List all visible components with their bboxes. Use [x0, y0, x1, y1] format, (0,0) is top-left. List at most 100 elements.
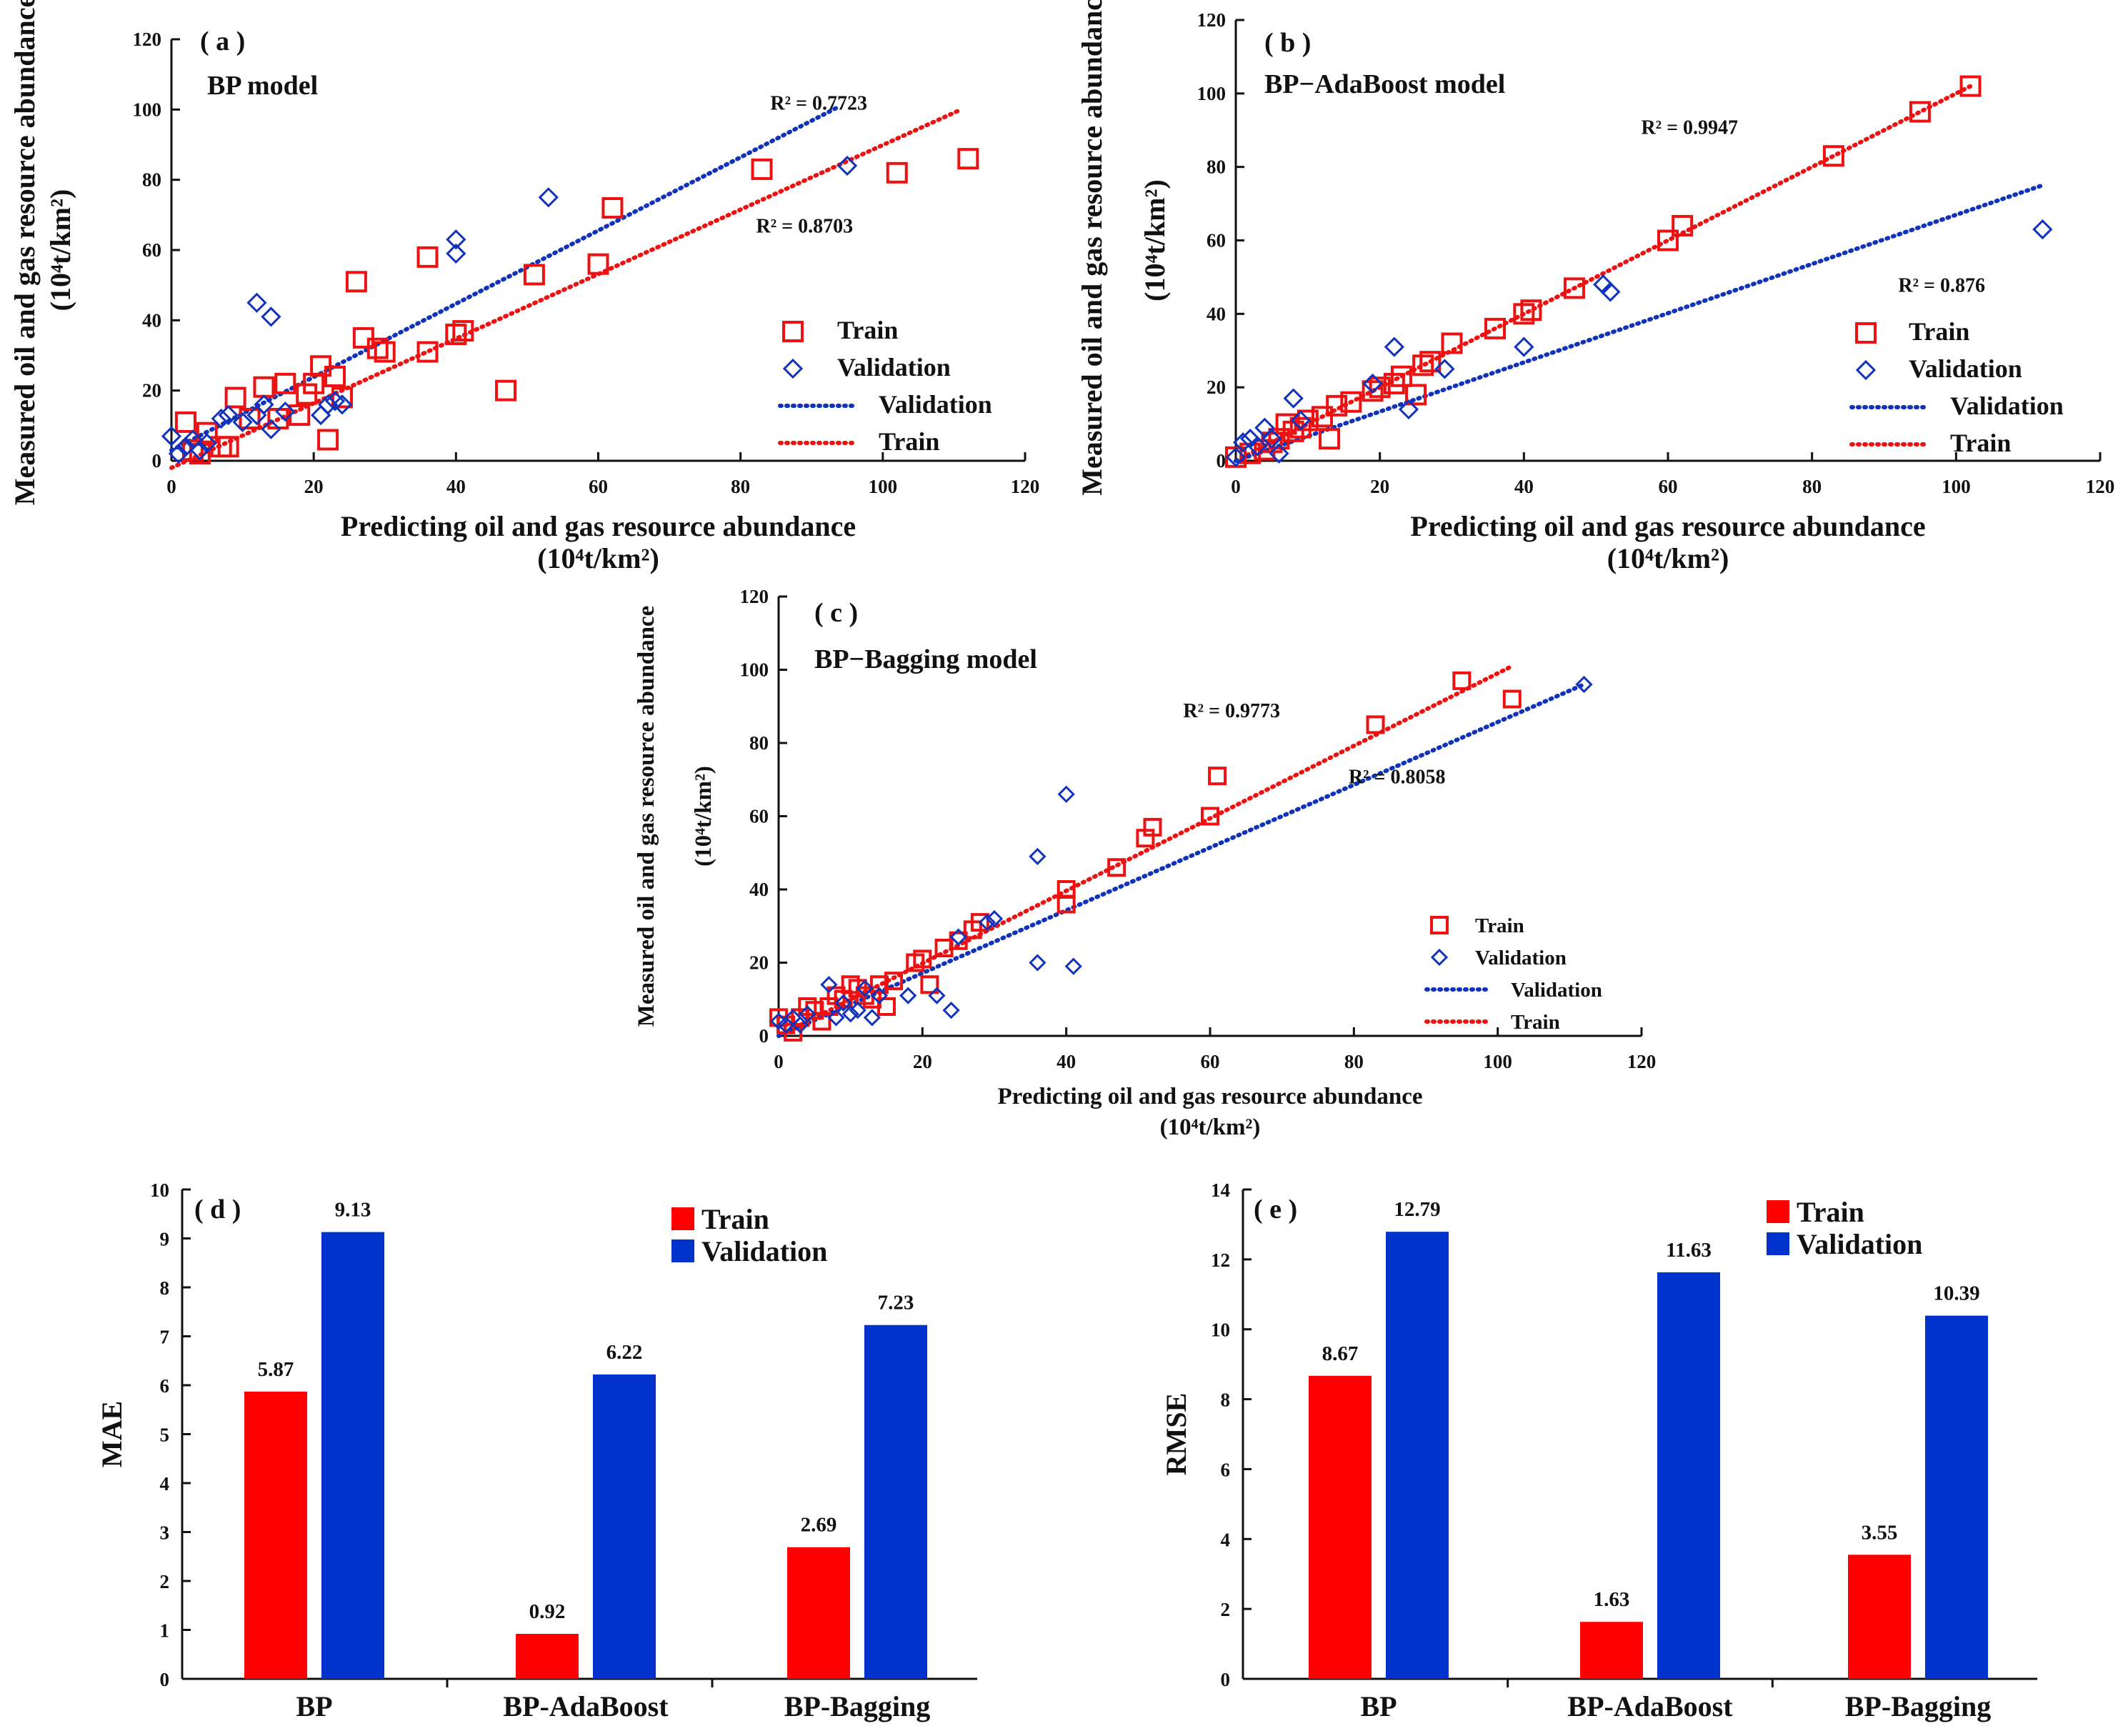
- legend-label: Validation: [837, 353, 951, 381]
- train-point: [1390, 365, 1412, 387]
- y-tick-label: 40: [749, 879, 769, 900]
- category-label: BP-Bagging: [1845, 1690, 1991, 1722]
- train-bar: [1309, 1375, 1372, 1679]
- validation-bar: [864, 1325, 927, 1679]
- train-point: [877, 997, 896, 1016]
- y-tick-label: 6: [1221, 1459, 1231, 1480]
- legend-label: Train: [1909, 317, 1969, 346]
- x-axis-title: Predicting oil and gas resource abundanc…: [341, 510, 856, 542]
- train-point: [331, 386, 353, 409]
- validation-point: [246, 292, 267, 313]
- train-point: [1520, 299, 1542, 321]
- train-point: [601, 197, 624, 219]
- y-tick-label: 80: [749, 732, 769, 754]
- category-label: BP-AdaBoost: [503, 1690, 669, 1722]
- y-tick-label: 1: [160, 1620, 170, 1642]
- validation-point: [1575, 675, 1593, 694]
- validation-trendline: [776, 682, 1587, 1038]
- train-point: [1959, 75, 1982, 97]
- validation-point: [1362, 373, 1383, 394]
- validation-point: [1225, 447, 1247, 467]
- bar-value-label: 3.55: [1862, 1521, 1898, 1544]
- validation-point: [1398, 399, 1419, 420]
- x-axis-title: Predicting oil and gas resource abundanc…: [1410, 510, 1925, 542]
- y-tick-label: 80: [1207, 156, 1226, 178]
- train-point: [274, 372, 296, 394]
- train-point: [751, 158, 773, 180]
- y-tick-label: 2: [160, 1571, 170, 1592]
- panel-label: ( b ): [1264, 28, 1311, 58]
- legend-train-marker: [1430, 916, 1449, 934]
- validation-bar: [593, 1374, 656, 1679]
- train-point: [196, 421, 218, 444]
- validation-point: [1232, 432, 1254, 453]
- train-point: [317, 429, 339, 451]
- validation-point: [261, 419, 281, 439]
- x-tick-label: 0: [166, 476, 176, 497]
- validation-point: [446, 229, 466, 250]
- validation-point: [218, 404, 239, 426]
- bar-value-label: 8.67: [1322, 1342, 1359, 1365]
- category-label: BP: [1360, 1690, 1397, 1722]
- train-point: [1107, 858, 1127, 877]
- y-tick-label: 20: [749, 952, 769, 974]
- train-point: [239, 408, 261, 429]
- train-point: [970, 913, 989, 932]
- validation-point: [175, 437, 196, 457]
- validation-point: [538, 187, 559, 208]
- y-axis-title: RMSE: [1160, 1393, 1192, 1476]
- category-label: BP-Bagging: [784, 1690, 930, 1722]
- bar-value-label: 11.63: [1666, 1239, 1712, 1262]
- y-tick-label: 5: [160, 1425, 170, 1446]
- train-point: [1909, 101, 1931, 123]
- x-tick-label: 120: [2086, 476, 2115, 497]
- train-point: [1366, 715, 1385, 734]
- train-point: [345, 271, 367, 293]
- train-point: [1405, 384, 1427, 406]
- y-tick-label: 2: [1221, 1599, 1231, 1620]
- train-bar: [244, 1391, 307, 1679]
- bar-value-label: 10.39: [1933, 1282, 1979, 1305]
- validation-point: [949, 928, 967, 946]
- y-tick-label: 0: [759, 1025, 769, 1047]
- validation-point: [1283, 388, 1304, 409]
- legend-validation-marker: [1430, 948, 1449, 967]
- train-point: [1513, 303, 1535, 325]
- legend-label: Train: [1797, 1196, 1864, 1228]
- validation-point: [1434, 359, 1455, 379]
- y-tick-label: 20: [1207, 376, 1226, 398]
- train-point: [445, 324, 467, 345]
- category-label: BP-AdaBoost: [1567, 1690, 1733, 1722]
- train-point: [1672, 214, 1694, 236]
- legend-label: Validation: [879, 390, 992, 419]
- validation-point: [870, 987, 889, 1004]
- validation-point: [196, 433, 217, 454]
- train-point: [884, 972, 904, 991]
- validation-point: [928, 987, 946, 1004]
- validation-point: [849, 1002, 866, 1019]
- legend-label: Validation: [1797, 1228, 1922, 1260]
- train-point: [1502, 689, 1522, 709]
- y-tick-label: 100: [1197, 83, 1227, 104]
- y-tick-label: 8: [1221, 1390, 1231, 1411]
- bar-panel-e: 0 2 4 6 8 10 12 14 RMSE ( e ) 8.67 12.79 BP 1.63 11.63…: [1160, 1179, 2037, 1722]
- validation-trendline: [1234, 183, 2045, 463]
- x-tick-label: 80: [1344, 1051, 1364, 1072]
- validation-point: [1057, 785, 1075, 803]
- x-tick-label: 60: [589, 476, 608, 497]
- x-tick-label: 20: [1370, 476, 1389, 497]
- x-tick-label: 20: [304, 476, 324, 497]
- validation-point: [2032, 219, 2053, 240]
- legend-label: Validation: [701, 1235, 827, 1267]
- legend-label: Train: [1950, 429, 2011, 457]
- x-tick-label: 60: [1201, 1051, 1220, 1072]
- bar-value-label: 9.13: [335, 1199, 371, 1222]
- train-point: [587, 253, 609, 275]
- y-tick-label: 4: [160, 1473, 170, 1495]
- r-squared-label: R² = 0.8058: [1349, 766, 1446, 788]
- train-trendline: [169, 107, 964, 470]
- validation-point: [834, 994, 852, 1012]
- validation-point: [331, 394, 353, 415]
- train-point: [1289, 416, 1312, 439]
